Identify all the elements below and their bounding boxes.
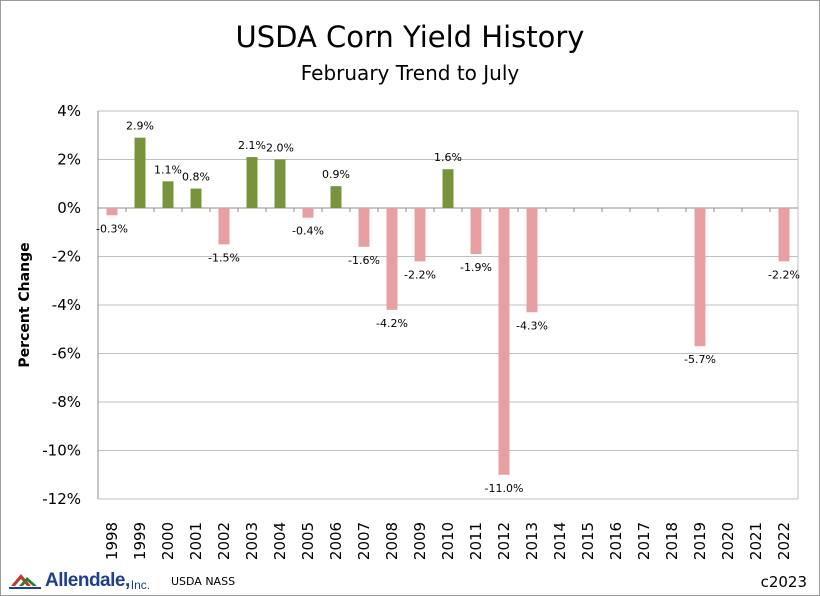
data-label-2004: 2.0% <box>266 142 294 155</box>
bar-2010 <box>442 169 454 208</box>
data-label-1999: 2.9% <box>126 120 154 133</box>
bar-2012 <box>498 208 510 475</box>
data-label-2008: -4.2% <box>376 317 408 330</box>
bar-2009 <box>414 208 426 262</box>
x-tick-label: 2013 <box>523 522 541 560</box>
data-label-2019: -5.7% <box>684 353 716 366</box>
logo-suffix: Inc. <box>130 578 151 592</box>
logo-text: Allendale, <box>45 570 130 591</box>
y-tick-label: 4% <box>57 102 81 120</box>
x-tick-label: 2021 <box>747 522 765 560</box>
x-tick-label: 2019 <box>691 522 709 560</box>
x-tick-label: 2010 <box>439 522 457 560</box>
x-tick-label: 2000 <box>159 522 177 560</box>
bar-2008 <box>386 208 398 310</box>
bar-2004 <box>274 159 286 208</box>
bar-2007 <box>358 208 370 247</box>
data-label-2010: 1.6% <box>434 151 462 164</box>
bar-2000 <box>162 181 174 208</box>
y-axis-title: Percent Change <box>17 242 33 367</box>
x-tick-label: 2005 <box>299 522 317 560</box>
bar-1998 <box>106 208 118 216</box>
x-tick-label: 2008 <box>383 522 401 560</box>
y-tick-label: -8% <box>52 393 81 411</box>
x-tick-label: 2002 <box>215 522 233 560</box>
bar-2002 <box>218 208 230 245</box>
y-tick-label: -10% <box>42 442 81 460</box>
x-tick-label: 2018 <box>663 522 681 560</box>
data-label-2011: -1.9% <box>460 261 492 274</box>
y-tick-label: 2% <box>57 151 81 169</box>
bar-2005 <box>302 208 314 218</box>
source-note: USDA NASS <box>171 575 236 588</box>
x-tick-label: 2014 <box>551 522 569 560</box>
x-tick-label: 2007 <box>355 522 373 560</box>
data-label-2003: 2.1% <box>238 139 266 152</box>
bar-1999 <box>134 137 146 208</box>
x-tick-label: 2009 <box>411 522 429 560</box>
x-tick-label: 2020 <box>719 522 737 560</box>
x-tick-label: 1998 <box>103 522 121 560</box>
x-tick-label: 2004 <box>271 522 289 560</box>
allendale-logo: Allendale, Inc. <box>9 564 150 592</box>
x-tick-label: 2001 <box>187 522 205 560</box>
x-tick-label: 2015 <box>579 522 597 560</box>
data-label-2009: -2.2% <box>404 268 436 281</box>
y-tick-label: -12% <box>42 490 81 508</box>
allendale-logo-icon <box>9 574 41 589</box>
data-label-2005: -0.4% <box>292 225 324 238</box>
chart-subtitle: February Trend to July <box>301 61 520 85</box>
x-tick-label: 2003 <box>243 522 261 560</box>
data-label-2013: -4.3% <box>516 319 548 332</box>
data-label-2001: 0.8% <box>182 171 210 184</box>
data-label-2006: 0.9% <box>322 168 350 181</box>
copyright-note: c2023 <box>760 573 807 591</box>
x-tick-label: 2017 <box>635 522 653 560</box>
data-label-1998: -0.3% <box>96 222 128 235</box>
data-label-2002: -1.5% <box>208 251 240 264</box>
y-tick-label: -6% <box>52 345 81 363</box>
x-tick-label: 2006 <box>327 522 345 560</box>
bar-2001 <box>190 188 202 208</box>
bar-2013 <box>526 208 538 313</box>
data-label-2012: -11.0% <box>485 482 524 495</box>
bar-2006 <box>330 186 342 208</box>
chart-title: USDA Corn Yield History <box>236 20 585 54</box>
bar-2019 <box>694 208 706 347</box>
y-tick-label: -2% <box>52 248 81 266</box>
bar-2022 <box>778 208 790 262</box>
x-tick-label: 1999 <box>131 522 149 560</box>
bar-2003 <box>246 157 258 208</box>
x-tick-label: 2022 <box>775 522 793 560</box>
data-label-2007: -1.6% <box>348 254 380 267</box>
x-tick-label: 2011 <box>467 522 485 560</box>
x-tick-label: 2016 <box>607 522 625 560</box>
y-tick-label: -4% <box>52 296 81 314</box>
y-tick-label: 0% <box>57 199 81 217</box>
data-label-2022: -2.2% <box>768 268 800 281</box>
x-tick-label: 2012 <box>495 522 513 560</box>
data-label-2000: 1.1% <box>154 163 182 176</box>
bar-2011 <box>470 208 482 255</box>
